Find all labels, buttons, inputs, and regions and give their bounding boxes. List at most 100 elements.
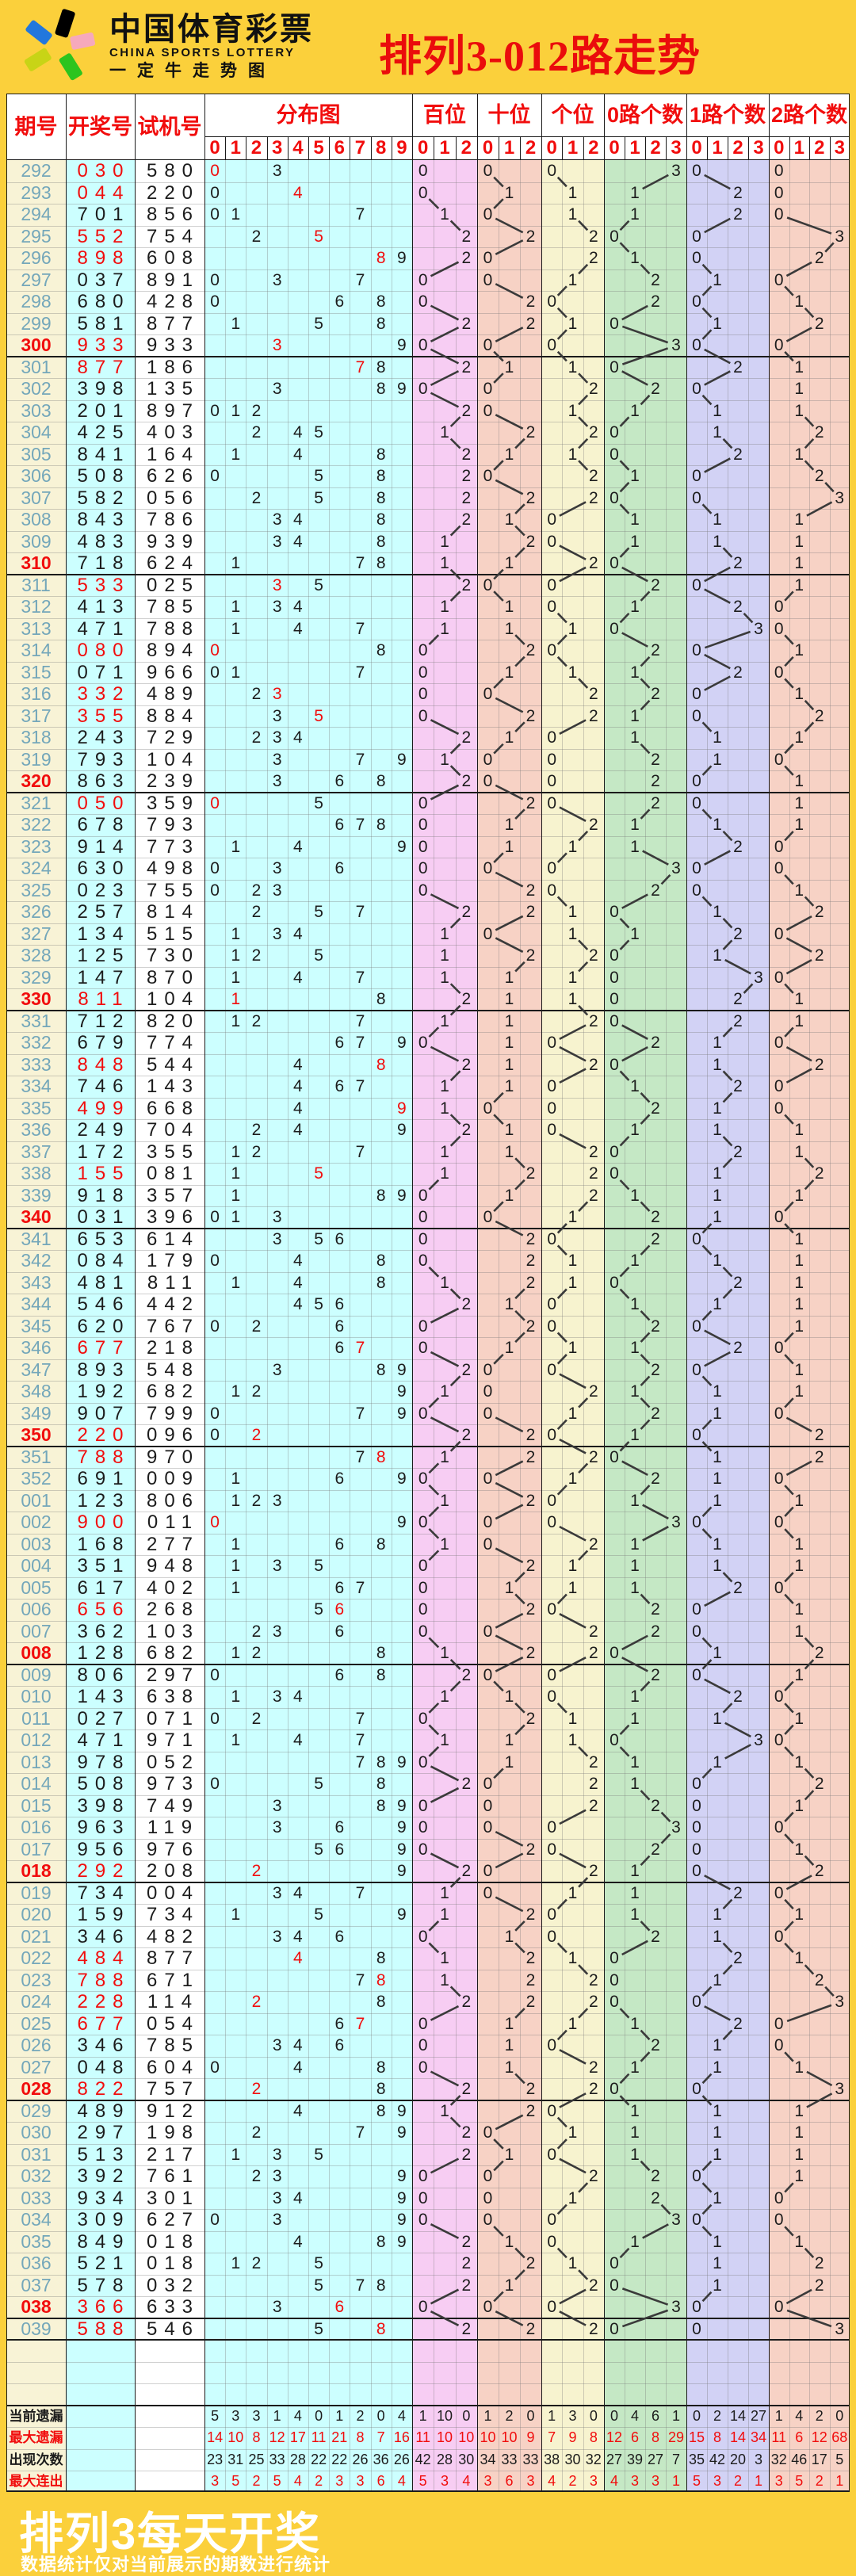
period-column-bg xyxy=(6,160,66,2492)
tick-cell-border xyxy=(809,136,810,160)
tick-cell-border xyxy=(520,136,521,160)
row-grid-line xyxy=(6,1947,850,1949)
row-grid-line xyxy=(6,1533,850,1535)
row-grid-line xyxy=(6,225,850,227)
footer-heading: 排列3每天开奖 xyxy=(19,2509,322,2559)
row-grid-line xyxy=(6,2230,850,2232)
logo-cn-text: 中国体育彩票 xyxy=(109,12,314,47)
row-grid-line xyxy=(6,1686,850,1687)
row-grid-line xyxy=(6,1555,850,1557)
sub-column-line xyxy=(329,160,331,2492)
sub-column-line xyxy=(707,160,708,2492)
tick-cell-border xyxy=(645,136,646,160)
sub-column-line xyxy=(225,160,227,2492)
row-grid-line xyxy=(6,487,850,488)
ge-column-bg xyxy=(541,160,604,2492)
shi-column-bg xyxy=(477,160,541,2492)
row-grid-line xyxy=(6,1141,850,1142)
row-grid-line xyxy=(6,247,850,249)
tick-cell-border xyxy=(829,136,831,160)
row-grid-line xyxy=(6,1707,850,1709)
row-grid-line xyxy=(6,182,850,183)
row-grid-line xyxy=(6,661,850,663)
row-grid-line xyxy=(6,2012,850,2014)
row-grid-line xyxy=(6,1250,850,1252)
sub-column-line xyxy=(789,160,790,2492)
sub-column-line xyxy=(308,160,309,2492)
row-grid-line xyxy=(6,2165,850,2167)
row-grid-line xyxy=(6,1097,850,1099)
group-separator xyxy=(6,1227,850,1229)
header-bottom-border xyxy=(6,159,850,160)
row-grid-line xyxy=(6,509,850,510)
section-border-v xyxy=(686,94,687,2492)
group-separator xyxy=(6,1881,850,1883)
tick-cell-border xyxy=(789,136,790,160)
sub-column-line xyxy=(645,160,646,2492)
tick-cell-border xyxy=(329,136,331,160)
row-grid-line xyxy=(6,2296,850,2298)
section-border-v xyxy=(135,94,136,2492)
group-separator xyxy=(6,573,850,575)
tick-cell-border xyxy=(583,136,584,160)
row-grid-line xyxy=(6,1794,850,1796)
row-grid-line xyxy=(6,923,850,924)
row-grid-line xyxy=(6,1925,850,1927)
row-grid-line xyxy=(6,748,850,750)
row-grid-line xyxy=(6,1315,850,1317)
page-title: 排列3-012路走势 xyxy=(379,32,701,80)
row-grid-line xyxy=(6,465,850,467)
row-grid-line xyxy=(6,727,850,728)
header-bg xyxy=(6,94,850,160)
section-border-v xyxy=(66,94,67,2492)
summary-grid-line xyxy=(6,2448,850,2450)
tick-cell-border xyxy=(707,136,708,160)
row-grid-line xyxy=(6,378,850,380)
section-border-v xyxy=(769,94,770,2492)
section-border-v xyxy=(204,94,205,2492)
summary-grid-line xyxy=(6,2427,850,2429)
row-grid-line xyxy=(6,596,850,598)
tick-cell-border xyxy=(370,136,372,160)
logo-slogan-text: 一定牛走势图 xyxy=(109,61,276,80)
row-grid-line xyxy=(6,1359,850,1360)
sub-column-line xyxy=(266,160,268,2492)
sub-column-line xyxy=(809,160,810,2492)
row-grid-line xyxy=(6,2361,850,2363)
row-grid-line xyxy=(6,1402,850,1404)
row-grid-line xyxy=(6,1053,850,1055)
row-grid-line xyxy=(6,770,850,772)
r0-column-bg xyxy=(604,160,686,2492)
group-separator xyxy=(6,1663,850,1665)
row-grid-line xyxy=(6,2143,850,2145)
lottery-pinwheel-icon xyxy=(24,9,96,81)
row-grid-line xyxy=(6,2056,850,2058)
row-grid-line xyxy=(6,617,850,619)
tick-cell-border xyxy=(666,136,667,160)
row-grid-line xyxy=(6,814,850,816)
tick-cell-border xyxy=(225,136,227,160)
sub-column-line xyxy=(287,160,289,2492)
row-grid-line xyxy=(6,291,850,292)
group-separator xyxy=(6,791,850,793)
row-grid-line xyxy=(6,1184,850,1186)
group-separator xyxy=(6,2317,850,2319)
row-grid-line xyxy=(6,683,850,685)
test-column-bg xyxy=(135,160,204,2492)
row-grid-line xyxy=(6,1729,850,1731)
sub-column-line xyxy=(748,160,749,2492)
row-grid-line xyxy=(6,530,850,532)
data-end-separator xyxy=(6,2339,850,2341)
tick-cell-border xyxy=(266,136,268,160)
group-separator xyxy=(6,355,850,357)
dist-column-bg xyxy=(204,160,412,2492)
row-grid-line xyxy=(6,988,850,990)
section-border-v xyxy=(477,94,478,2492)
row-grid-line xyxy=(6,1119,850,1121)
row-grid-line xyxy=(6,1577,850,1578)
header-mid-border xyxy=(204,136,850,137)
row-grid-line xyxy=(6,312,850,314)
row-grid-line xyxy=(6,2383,850,2385)
footer-note: 数据统计仅对当前展示的期数进行统计 xyxy=(21,2555,331,2574)
